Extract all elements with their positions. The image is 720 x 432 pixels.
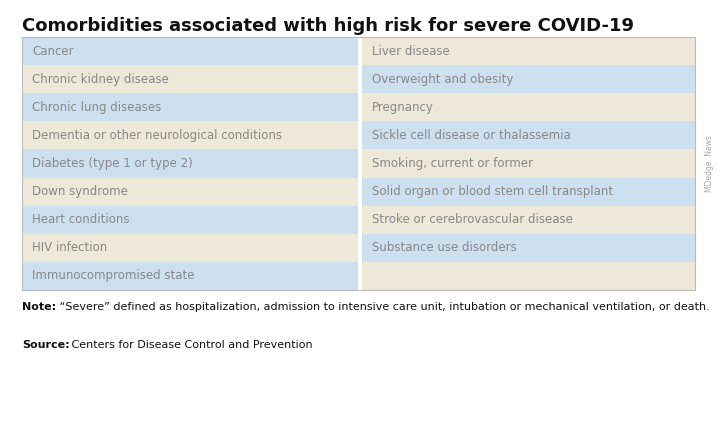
Text: Overweight and obesity: Overweight and obesity bbox=[372, 73, 513, 86]
Text: Comorbidities associated with high risk for severe COVID-19: Comorbidities associated with high risk … bbox=[22, 17, 634, 35]
Text: Smoking, current or former: Smoking, current or former bbox=[372, 157, 533, 170]
Text: Heart conditions: Heart conditions bbox=[32, 213, 130, 226]
Text: Chronic lung diseases: Chronic lung diseases bbox=[32, 101, 161, 114]
Text: Sickle cell disease or thalassemia: Sickle cell disease or thalassemia bbox=[372, 129, 571, 142]
Bar bbox=[362, 262, 695, 290]
Text: Solid organ or blood stem cell transplant: Solid organ or blood stem cell transplan… bbox=[372, 185, 613, 198]
Text: Chronic kidney disease: Chronic kidney disease bbox=[32, 73, 168, 86]
Bar bbox=[22, 149, 358, 178]
Text: Immunocompromised state: Immunocompromised state bbox=[32, 270, 194, 283]
Bar bbox=[22, 37, 695, 290]
Bar bbox=[22, 262, 358, 290]
Bar bbox=[22, 37, 358, 65]
Text: HIV infection: HIV infection bbox=[32, 241, 107, 254]
Bar bbox=[22, 93, 358, 121]
Text: Down syndrome: Down syndrome bbox=[32, 185, 128, 198]
Text: Substance use disorders: Substance use disorders bbox=[372, 241, 517, 254]
Bar bbox=[22, 65, 358, 93]
Bar bbox=[362, 234, 695, 262]
Text: Liver disease: Liver disease bbox=[372, 44, 450, 57]
Text: Source:: Source: bbox=[22, 340, 70, 350]
Text: “Severe” defined as hospitalization, admission to intensive care unit, intubatio: “Severe” defined as hospitalization, adm… bbox=[56, 302, 710, 312]
Text: Note:: Note: bbox=[22, 302, 56, 312]
Bar bbox=[362, 37, 695, 65]
Bar bbox=[22, 178, 358, 206]
Bar bbox=[362, 178, 695, 206]
Bar bbox=[22, 234, 358, 262]
Bar bbox=[362, 206, 695, 234]
Text: Stroke or cerebrovascular disease: Stroke or cerebrovascular disease bbox=[372, 213, 573, 226]
Bar bbox=[22, 206, 358, 234]
Text: Cancer: Cancer bbox=[32, 44, 73, 57]
Bar bbox=[362, 121, 695, 149]
Bar bbox=[362, 149, 695, 178]
Bar bbox=[362, 93, 695, 121]
Text: Pregnancy: Pregnancy bbox=[372, 101, 434, 114]
Bar bbox=[22, 121, 358, 149]
Text: MDedge  News: MDedge News bbox=[706, 135, 714, 192]
Text: Dementia or other neurological conditions: Dementia or other neurological condition… bbox=[32, 129, 282, 142]
Bar bbox=[362, 65, 695, 93]
Text: Centers for Disease Control and Prevention: Centers for Disease Control and Preventi… bbox=[68, 340, 312, 350]
Text: Diabetes (type 1 or type 2): Diabetes (type 1 or type 2) bbox=[32, 157, 193, 170]
